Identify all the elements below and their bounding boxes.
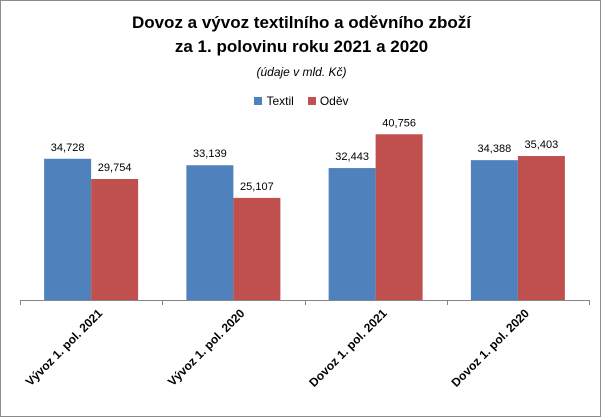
- chart-subtitle: (údaje v mld. Kč): [256, 65, 347, 79]
- bar-odev-2: [375, 134, 423, 300]
- bar-textil-1: [186, 165, 234, 300]
- data-label-odev-1: 25,107: [240, 181, 274, 193]
- bar-textil-2: [328, 168, 376, 300]
- category-label-1: Vývoz 1. pol. 2020: [165, 306, 248, 389]
- legend: Textil Oděv: [1, 94, 601, 108]
- bar-odev-1: [233, 197, 281, 300]
- chart-title-line1: Dovoz a vývoz textilního a oděvního zbož…: [131, 13, 472, 32]
- chart-title-line2: za 1. polovinu roku 2021 a 2020: [174, 37, 429, 56]
- bar-odev-0: [91, 179, 139, 300]
- bar-textil-0: [44, 158, 92, 300]
- legend-item-odev: Oděv: [307, 94, 349, 108]
- data-label-textil-3: 34,388: [478, 143, 512, 155]
- data-label-textil-2: 32,443: [335, 151, 369, 163]
- bar-textil-3: [470, 160, 518, 300]
- bar-odev-3: [517, 156, 565, 300]
- legend-swatch-odev: [307, 97, 316, 105]
- category-label-2: Dovoz 1. pol. 2021: [306, 306, 390, 390]
- data-label-odev-0: 29,754: [98, 162, 132, 174]
- legend-label-textil: Textil: [266, 94, 294, 108]
- legend-item-textil: Textil: [254, 94, 294, 108]
- legend-label-odev: Oděv: [319, 94, 349, 108]
- data-label-textil-0: 34,728: [51, 142, 85, 154]
- category-label-0: Vývoz 1. pol. 2021: [23, 306, 106, 389]
- data-label-odev-2: 40,756: [382, 117, 416, 129]
- category-label-3: Dovoz 1. pol. 2020: [449, 306, 533, 390]
- data-label-textil-1: 33,139: [193, 148, 227, 160]
- legend-swatch-textil: [254, 97, 263, 105]
- data-label-odev-3: 35,403: [525, 139, 559, 151]
